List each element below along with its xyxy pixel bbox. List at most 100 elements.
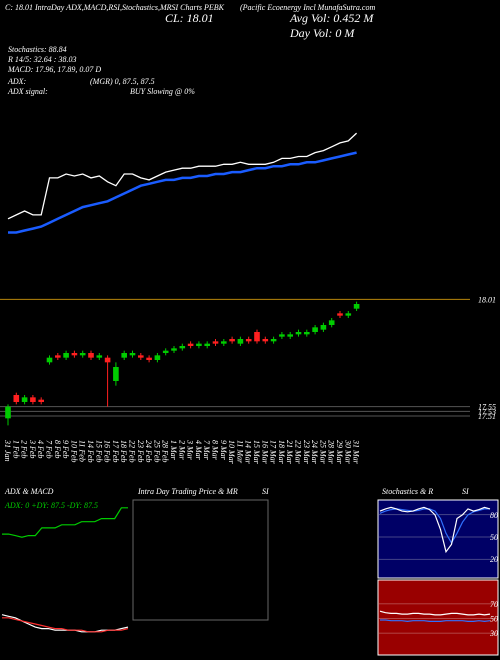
x-tick-label: 23 Feb bbox=[136, 440, 145, 462]
x-tick-label: 22 Mar bbox=[294, 440, 303, 465]
x-tick-label: 10 Mar bbox=[227, 440, 236, 465]
candle-body bbox=[204, 343, 210, 346]
candle-body bbox=[88, 353, 94, 358]
rsi_avg-line bbox=[380, 619, 491, 623]
candle-body bbox=[187, 343, 194, 346]
candle-body bbox=[295, 332, 302, 335]
y-tick-label: 17.55 bbox=[478, 403, 496, 412]
x-tick-label: 11 Mar bbox=[235, 440, 244, 464]
panel-title: SI bbox=[462, 487, 469, 496]
candle-body bbox=[320, 325, 327, 330]
company: (Pacific Ecoenergy Incl MunafaSutra.com bbox=[240, 3, 375, 12]
intraday-panel bbox=[132, 499, 269, 621]
x-tick-label: 15 Feb bbox=[94, 440, 103, 462]
x-tick-label: 1 Mar bbox=[169, 440, 178, 461]
x-tick-label: 18 Feb bbox=[119, 440, 128, 462]
close-price: CL: 18.01 bbox=[165, 11, 214, 25]
k-line bbox=[379, 506, 491, 554]
x-tick-label: 8 Feb bbox=[53, 440, 62, 458]
candle-body bbox=[212, 341, 219, 344]
macd: MACD: 17.96, 17.89, 0.07 D bbox=[7, 65, 101, 74]
x-tick-label: 24 Mar bbox=[310, 440, 319, 465]
x-tick-label: 3 Mar bbox=[186, 439, 195, 461]
adx-values: (MGR) 0, 87.5, 87.5 bbox=[90, 77, 155, 86]
x-tick-label: 9 Feb bbox=[61, 440, 70, 458]
adx-signal: BUY Slowing @ 0% bbox=[130, 87, 195, 96]
y-tick-label: 50 bbox=[490, 615, 498, 624]
candle-body bbox=[171, 348, 177, 351]
panel-title: SI bbox=[262, 487, 269, 496]
ma-line bbox=[8, 151, 357, 234]
y-tick-label: 20 bbox=[490, 555, 498, 564]
stoch-panel bbox=[377, 499, 499, 579]
rsi-panel bbox=[377, 579, 499, 656]
x-tick-label: 4 Feb bbox=[36, 440, 45, 458]
candle-body bbox=[312, 327, 318, 332]
candle-body bbox=[55, 355, 61, 358]
x-tick-label: 31 Mar bbox=[352, 439, 361, 465]
candle-body bbox=[21, 397, 28, 402]
candle-body bbox=[129, 353, 136, 356]
x-tick-label: 8 Mar bbox=[211, 440, 220, 461]
x-tick-label: 4 Mar bbox=[194, 440, 203, 461]
x-tick-label: 25 Mar bbox=[318, 440, 327, 465]
y-tick-label: 17.51 bbox=[478, 412, 496, 421]
x-tick-label: 7 Feb bbox=[45, 440, 54, 458]
x-tick-label: 1 Feb bbox=[11, 440, 20, 458]
chart-title: C: 18.01 IntraDay ADX,MACD,RSI,Stochasti… bbox=[5, 3, 225, 12]
x-tick-label: 23 Mar bbox=[302, 440, 311, 465]
y-tick-label: 50 bbox=[490, 533, 498, 542]
adx-legend: ADX: 0 +DY: 87.5 -DY: 87.5 bbox=[4, 501, 98, 510]
x-tick-label: 28 Mar bbox=[327, 440, 336, 465]
candle-body bbox=[146, 357, 152, 360]
candle-body bbox=[5, 406, 11, 419]
adx-signal-label: ADX signal: bbox=[7, 87, 48, 96]
price-line bbox=[7, 132, 358, 220]
candle-body bbox=[353, 304, 360, 309]
candle-body bbox=[96, 355, 103, 358]
candle-body bbox=[328, 320, 335, 325]
x-tick-label: 24 Feb bbox=[144, 440, 153, 462]
candle-body bbox=[254, 332, 260, 342]
candle-body bbox=[71, 353, 78, 356]
x-tick-label: 11 Feb bbox=[78, 440, 87, 462]
candle-body bbox=[13, 395, 20, 402]
candle-body bbox=[121, 353, 127, 358]
candle-body bbox=[345, 313, 352, 316]
panel-title: Intra Day Trading Price & MR bbox=[137, 487, 238, 496]
stochastics: Stochastics: 88.84 bbox=[8, 45, 67, 54]
candle-body bbox=[63, 353, 69, 358]
x-tick-label: 17 Mar bbox=[269, 440, 278, 465]
candle-body bbox=[46, 357, 53, 363]
x-tick-label: 10 Feb bbox=[69, 440, 78, 462]
x-tick-label: 7 Mar bbox=[202, 440, 211, 461]
y-tick-label: 70 bbox=[490, 600, 498, 609]
x-tick-label: 25 Feb bbox=[152, 440, 161, 462]
candle-body bbox=[287, 334, 293, 337]
x-tick-label: 16 Mar bbox=[260, 440, 269, 465]
x-tick-label: 14 Feb bbox=[86, 440, 95, 462]
y-tick-label: 80 bbox=[490, 511, 498, 520]
candle-body bbox=[162, 350, 169, 353]
candle-body bbox=[138, 355, 144, 358]
candle-body bbox=[237, 339, 244, 344]
signal-line bbox=[2, 617, 129, 633]
rsi: R 14/5: 32.64 : 38.03 bbox=[7, 55, 76, 64]
x-tick-label: 31 Jan bbox=[3, 439, 12, 462]
adx-line bbox=[2, 507, 128, 538]
candle-body bbox=[196, 343, 202, 346]
x-tick-label: 2 Feb bbox=[20, 440, 29, 458]
panel-title: ADX & MACD bbox=[4, 487, 54, 496]
x-tick-label: 28 Feb bbox=[161, 440, 170, 462]
x-tick-label: 29 Mar bbox=[335, 440, 344, 465]
candle-body bbox=[113, 367, 119, 381]
panel-title: Stochastics & R bbox=[382, 487, 433, 496]
candle-body bbox=[304, 332, 310, 335]
candle-body bbox=[262, 339, 269, 342]
adx-label: ADX: bbox=[7, 77, 27, 86]
candle-body bbox=[79, 353, 86, 356]
day-volume: Day Vol: 0 M bbox=[289, 26, 355, 40]
candle-body bbox=[279, 334, 285, 337]
x-tick-label: 14 Mar bbox=[244, 440, 253, 465]
